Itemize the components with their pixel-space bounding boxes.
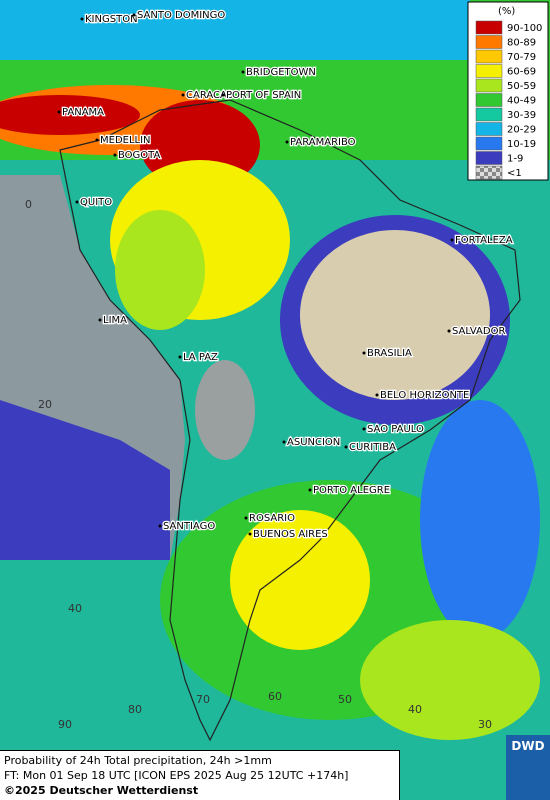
city-label: PORT OF SPAIN	[226, 90, 301, 101]
city-dot	[375, 393, 379, 397]
legend-label: 70-79	[507, 52, 536, 63]
coastline	[59, 99, 521, 742]
city-dot	[244, 516, 248, 520]
legend-swatch	[475, 136, 503, 151]
city-label: LA PAZ	[183, 352, 218, 363]
city-dot	[178, 355, 182, 359]
city-label: SANTIAGO	[163, 521, 215, 532]
city-dot	[285, 140, 289, 144]
legend-label: 90-100	[507, 23, 542, 34]
legend-swatch	[475, 107, 503, 122]
logo: DWD	[506, 735, 550, 800]
city-label: SALVADOR	[452, 326, 505, 337]
city-label: SANTO DOMINGO	[137, 10, 225, 21]
city-dot	[241, 70, 245, 74]
city-dot	[344, 445, 348, 449]
footer-forecast-time: FT: Mon 01 Sep 18 UTC [ICON EPS 2025 Aug…	[4, 769, 349, 782]
city-dot	[282, 440, 286, 444]
legend-swatch	[475, 49, 503, 64]
grid-label: 80	[128, 703, 142, 716]
city-dot	[221, 93, 225, 97]
city-dot	[308, 488, 312, 492]
city-label: BRIDGETOWN	[246, 67, 316, 78]
grid-label: 60	[268, 690, 282, 703]
city-dot	[450, 238, 454, 242]
legend-label: 20-29	[507, 125, 536, 136]
city-dot	[95, 138, 99, 142]
city-dot	[113, 153, 117, 157]
legend-label: 1-9	[507, 154, 523, 165]
city-dot	[362, 351, 366, 355]
city-dot	[98, 318, 102, 322]
city-label: BELO HORIZONTE	[380, 390, 469, 401]
city-label: MEDELLIN	[100, 135, 151, 146]
city-dot	[80, 17, 84, 21]
grid-label: 30	[478, 718, 492, 731]
footer-title: Probability of 24h Total precipitation, …	[4, 754, 272, 767]
legend-swatch	[475, 151, 503, 165]
legend-label: 50-59	[507, 81, 536, 92]
legend-swatch	[475, 122, 503, 136]
city-label: FORTALEZA	[455, 235, 513, 246]
city-dot	[181, 93, 185, 97]
city-label: LIMA	[103, 315, 127, 326]
grid-label: 20	[38, 398, 52, 411]
footer: Probability of 24h Total precipitation, …	[0, 750, 400, 800]
city-label: PARAMARIBO	[290, 137, 356, 148]
city-label: CURITIBA	[349, 442, 396, 453]
legend-swatch	[475, 20, 503, 35]
legend-label: <1	[507, 168, 522, 179]
city-label: BOGOTA	[118, 150, 161, 161]
city-label: PANAMA	[62, 107, 104, 118]
grid-label: 40	[408, 703, 422, 716]
legend-swatch	[475, 64, 503, 78]
legend-swatch	[475, 35, 503, 49]
city-dot	[158, 524, 162, 528]
city-label: PORTO ALEGRE	[313, 485, 390, 496]
city-label: BUENOS AIRES	[253, 529, 328, 540]
city-label: SAO PAULO	[367, 424, 424, 435]
city-dot	[57, 110, 61, 114]
legend-label: 10-19	[507, 139, 536, 150]
legend-swatch	[475, 165, 503, 180]
legend-swatch	[475, 93, 503, 107]
legend: (%) 90-100 80-89 70-79 60-69 50-59 40-49 30-39 2…	[467, 1, 549, 181]
city-dot	[248, 532, 252, 536]
city-label: QUITO	[80, 197, 112, 208]
legend-label: 80-89	[507, 38, 536, 49]
grid-label: 0	[25, 198, 32, 211]
grid-label: 40	[68, 602, 82, 615]
city-label: ROSARIO	[249, 513, 295, 524]
city-dot	[75, 200, 79, 204]
grid-label: 50	[338, 693, 352, 706]
city-label: KINGSTON	[85, 14, 138, 25]
grid-label: 70	[196, 693, 210, 706]
city-label: CARACAS	[186, 90, 233, 101]
city-dot	[362, 427, 366, 431]
city-label: BRASILIA	[367, 348, 412, 359]
grid-label: 90	[58, 718, 72, 731]
legend-label: 40-49	[507, 96, 536, 107]
legend-unit: (%)	[498, 6, 515, 17]
city-dot	[447, 329, 451, 333]
city-label: ASUNCION	[287, 437, 340, 448]
footer-copyright: ©2025 Deutscher Wetterdienst	[4, 784, 199, 797]
legend-label: 30-39	[507, 110, 536, 121]
legend-label: 60-69	[507, 67, 536, 78]
city-dot	[132, 13, 136, 17]
legend-swatch	[475, 78, 503, 93]
